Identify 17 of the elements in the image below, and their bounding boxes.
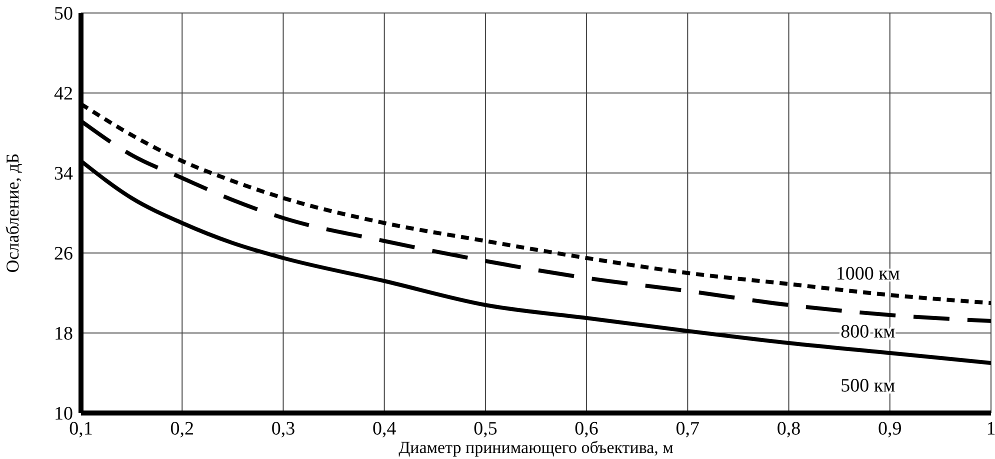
x-tick-label: 0,2 <box>170 418 194 440</box>
y-tick-label: 42 <box>54 84 73 105</box>
x-tick-label: 0,8 <box>776 418 801 440</box>
x-tick-label: 0,3 <box>271 418 296 440</box>
x-tick-label: 0,5 <box>474 418 498 440</box>
y-tick-label: 18 <box>54 324 73 345</box>
x-tick-label: 0,1 <box>69 418 93 440</box>
x-axis-title: Диаметр принимающего объектива, м <box>398 438 674 457</box>
y-axis-title: Ослабление, дБ <box>2 153 22 273</box>
x-tick-label: 0,6 <box>574 418 598 440</box>
x-tick-label: 0,4 <box>372 418 397 440</box>
y-tick-label: 34 <box>54 164 74 185</box>
y-tick-label: 26 <box>54 244 73 265</box>
x-tick-label: 0,9 <box>878 418 902 440</box>
x-tick-label: 1 <box>986 418 995 440</box>
x-tick-label: 0,7 <box>676 418 700 440</box>
y-tick-label: 50 <box>54 4 73 25</box>
